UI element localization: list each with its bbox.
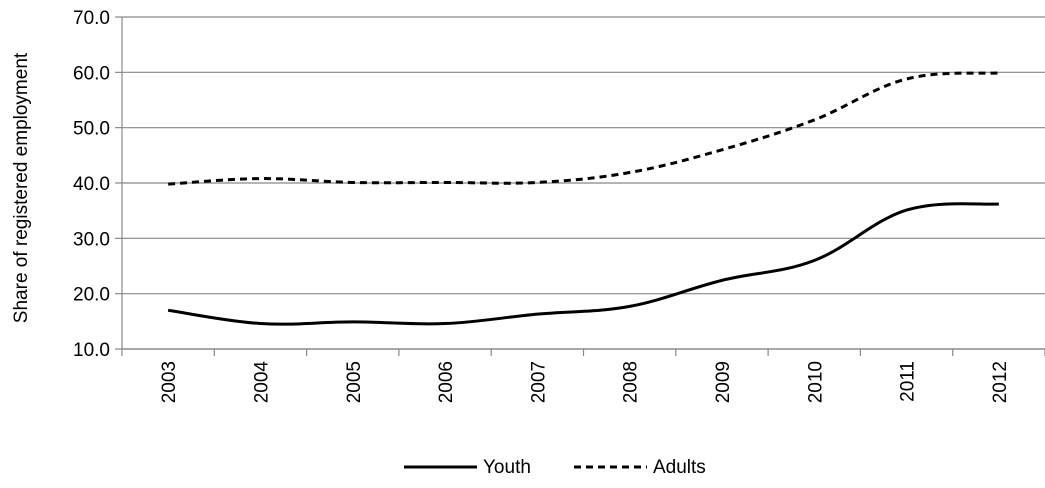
axes <box>121 17 1045 356</box>
y-tick-label: 20.0 <box>73 285 110 306</box>
y-tick-label: 30.0 <box>73 229 110 250</box>
series-lines <box>167 71 999 326</box>
series-line-adults <box>168 71 999 186</box>
y-tick-label: 60.0 <box>73 63 110 84</box>
x-tick-label: 2005 <box>344 361 365 403</box>
y-tick-labels: 10.0 20.0 30.0 40.0 50.0 60.0 70.0 <box>73 8 110 361</box>
legend-label-youth: Youth <box>483 457 531 478</box>
y-tick-label: 40.0 <box>73 174 110 195</box>
x-tick-label: 2008 <box>621 361 642 403</box>
x-tick-label: 2003 <box>159 361 180 403</box>
y-tick-label: 50.0 <box>73 119 110 140</box>
x-tick-labels: 2003 2004 2005 2006 2007 2008 2009 2010 2011 2012 <box>159 361 1011 404</box>
x-tick-label: 2009 <box>713 361 734 403</box>
x-tick-label: 2010 <box>805 361 826 403</box>
series-line-youth <box>167 202 999 326</box>
gridlines <box>115 16 1045 350</box>
x-tick-label: 2012 <box>990 361 1011 403</box>
y-axis-title: Share of registered employment <box>11 52 32 323</box>
x-tick-label: 2007 <box>528 361 549 403</box>
x-tick-label: 2004 <box>251 361 272 404</box>
x-tick-label: 2006 <box>436 361 457 403</box>
y-tick-label: 10.0 <box>73 340 110 361</box>
legend: Youth Adults <box>404 457 706 478</box>
legend-label-adults: Adults <box>653 457 706 478</box>
y-tick-label: 70.0 <box>73 8 110 29</box>
x-tick-label: 2011 <box>898 361 919 402</box>
